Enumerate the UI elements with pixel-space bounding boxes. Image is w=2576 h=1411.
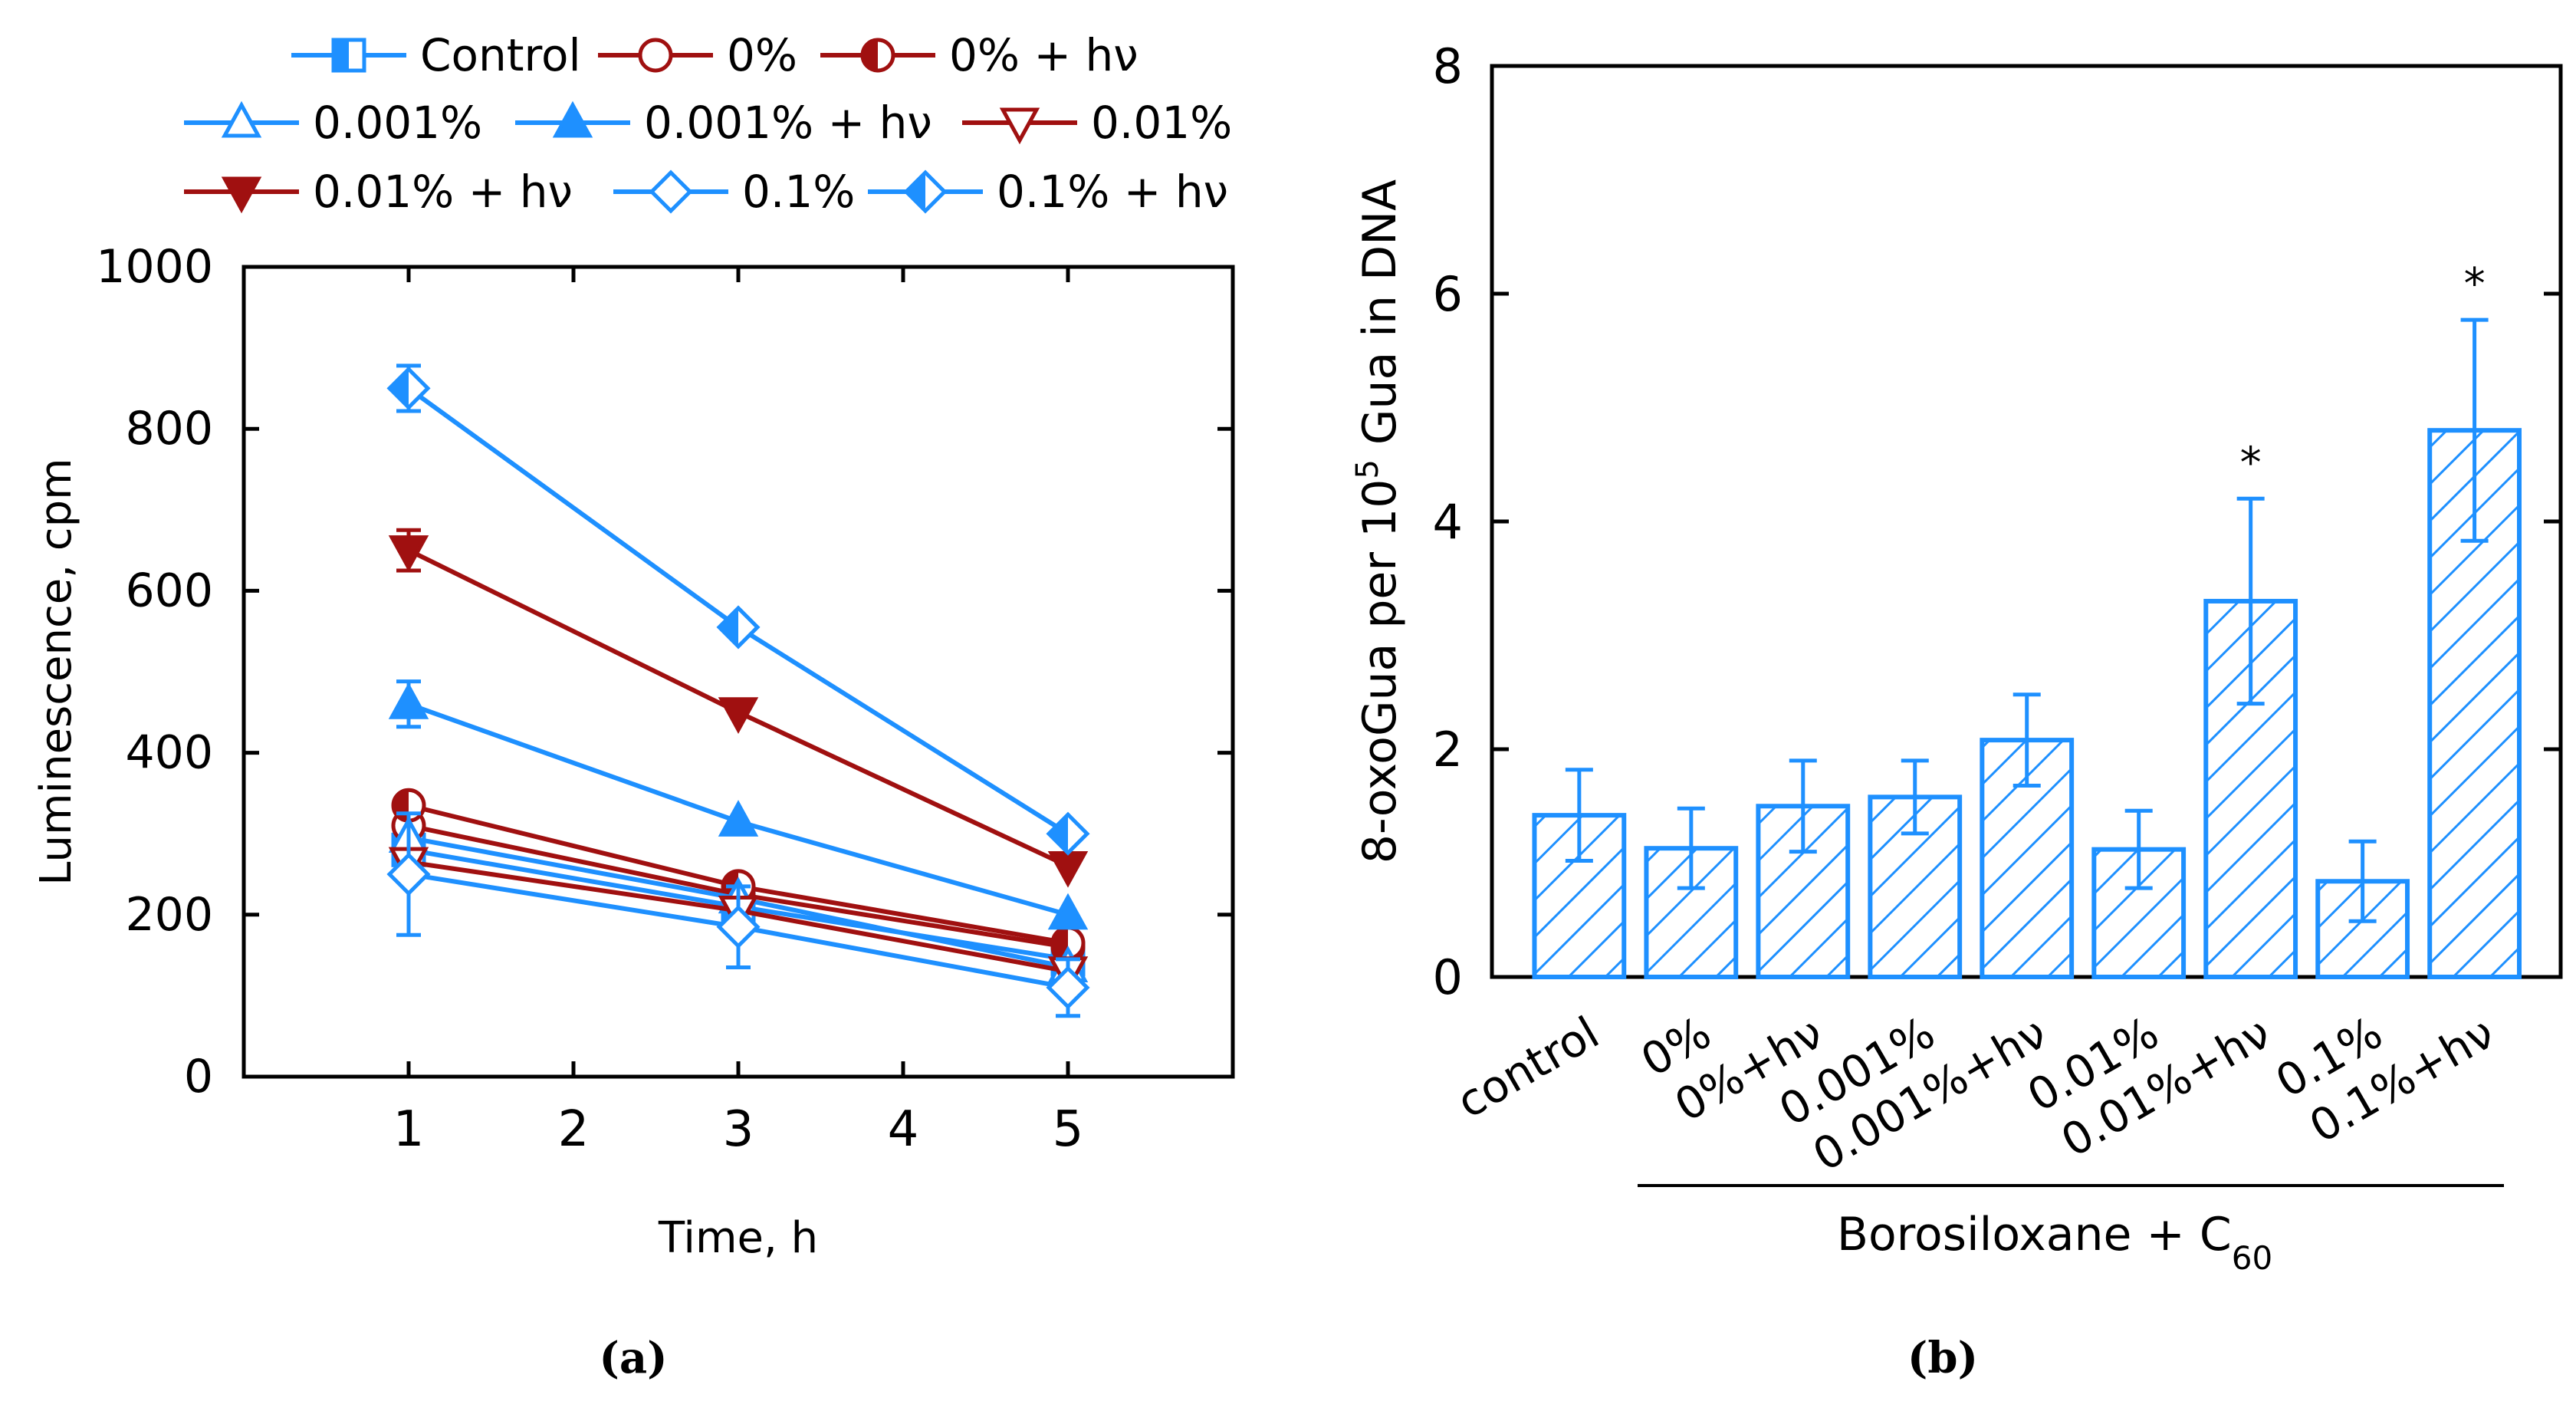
data-point (386, 366, 431, 410)
legend-label: 0% + hν (949, 29, 1138, 81)
y-tick-label: 200 (125, 888, 213, 942)
legend-marker (649, 169, 693, 214)
legend-item: 0.001% + hν (515, 97, 932, 149)
y-tick-label: 0 (1433, 949, 1463, 1005)
legend: Control 0% 0% + hν 0.001% 0.001% + hν 0.01% 0.… (184, 29, 1232, 218)
data-point (716, 605, 761, 650)
y-axis-title: Luminescence, cpm (31, 458, 81, 885)
panel-label-a: (a) (599, 1333, 667, 1383)
significance-marker: * (2464, 259, 2486, 309)
legend-marker (638, 38, 673, 73)
bar (2315, 879, 2410, 980)
legend-item: 0.01% + hν (184, 166, 573, 218)
y-axis-title-sup: 5 (1350, 459, 1385, 479)
series-0-001-h- (388, 679, 1089, 930)
data-point (386, 852, 431, 896)
x-axis-title: Time, h (658, 1213, 818, 1263)
y-axis-title-suffix: Gua in DNA (1353, 179, 1407, 459)
legend-label: 0.1% + hν (997, 166, 1228, 218)
legend-label: 0.01% (1091, 97, 1232, 149)
data-point (718, 800, 759, 837)
y-tick-label: 600 (125, 564, 213, 617)
legend-item: 0% (598, 29, 797, 81)
data-point (388, 535, 429, 572)
x-category-label: control (1448, 1006, 1608, 1128)
y-axis-title-prefix: 8-oxoGua per 10 (1353, 479, 1407, 864)
legend-label: 0.001% (313, 97, 482, 149)
x-tick-label: 2 (558, 1101, 590, 1158)
y-tick-label: 8 (1433, 38, 1463, 94)
data-point (718, 697, 759, 734)
y-tick-label: 0 (184, 1050, 213, 1103)
legend-item: 0.01% (962, 97, 1232, 149)
data-point (1046, 965, 1090, 1010)
y-axis-title: 8-oxoGua per 105 Gua in DNA (1350, 179, 1407, 863)
data-point (1047, 893, 1089, 930)
panel-b-bar-chart: 0 2 4 6 8 control 0%0%+hν0.001%0.001%+hν0.01%… (1350, 38, 2563, 1383)
series-group (386, 363, 1090, 1018)
legend-marker (221, 176, 262, 214)
significance-marker: * (2240, 438, 2262, 488)
legend-marker (331, 38, 366, 73)
y-tick-label: 6 (1433, 266, 1463, 322)
legend-marker (221, 100, 262, 138)
bars-group: control 0%0%+hν0.001%0.001%+hν0.01%*0.01%… (1448, 259, 2522, 1182)
group-label-main: Borosiloxane + C (1837, 1208, 2232, 1261)
legend-item: 0.1% + hν (868, 166, 1228, 218)
panel-a-line-chart: Control 0% 0% + hν 0.001% 0.001% + hν 0.01% 0.… (31, 29, 1235, 1383)
x-tick-label: 1 (393, 1101, 425, 1158)
legend-label: Control (420, 29, 581, 81)
legend-item: 0.001% (184, 97, 482, 149)
y-tick-label: 400 (125, 726, 213, 780)
legend-label: 0.001% + hν (644, 97, 932, 149)
x-tick-label: 3 (723, 1101, 754, 1158)
data-point (1047, 850, 1089, 888)
y-tick-label: 800 (125, 402, 213, 456)
legend-item: Control (291, 29, 581, 81)
bar-group: control (1448, 768, 1627, 1129)
legend-marker (860, 38, 895, 73)
y-tick-label: 2 (1433, 722, 1463, 778)
bar-group: *0.1%+hν (2301, 259, 2522, 1153)
legend-marker (903, 169, 948, 214)
series-0-1- (386, 811, 1090, 1018)
legend-item: 0% + hν (820, 29, 1138, 81)
legend-marker (999, 107, 1040, 145)
axis-ticks: 0 2 4 6 8 (1433, 38, 2561, 1005)
bar-group: 0% (1632, 806, 1739, 1087)
legend-marker (552, 100, 593, 138)
legend-item: 0.1% (613, 166, 855, 218)
legend-label: 0.1% (742, 166, 855, 218)
group-label-subscript: 60 (2232, 1239, 2272, 1277)
y-tick-label: 4 (1433, 494, 1463, 550)
series-0-01-h- (388, 528, 1089, 888)
data-point (388, 682, 429, 719)
data-point (1046, 811, 1090, 856)
legend-label: 0% (727, 29, 797, 81)
data-point (716, 905, 761, 949)
x-tick-label: 5 (1053, 1101, 1084, 1158)
y-tick-label: 1000 (96, 240, 213, 294)
group-label: Borosiloxane + C60 (1837, 1208, 2272, 1277)
legend-label: 0.01% + hν (313, 166, 573, 218)
axis-ticks: 1 2 3 4 5 0 200 400 600 800 1000 (96, 240, 1233, 1158)
series-0-1-h- (386, 363, 1090, 856)
panel-label-b: (b) (1907, 1333, 1978, 1383)
x-tick-label: 4 (888, 1101, 919, 1158)
